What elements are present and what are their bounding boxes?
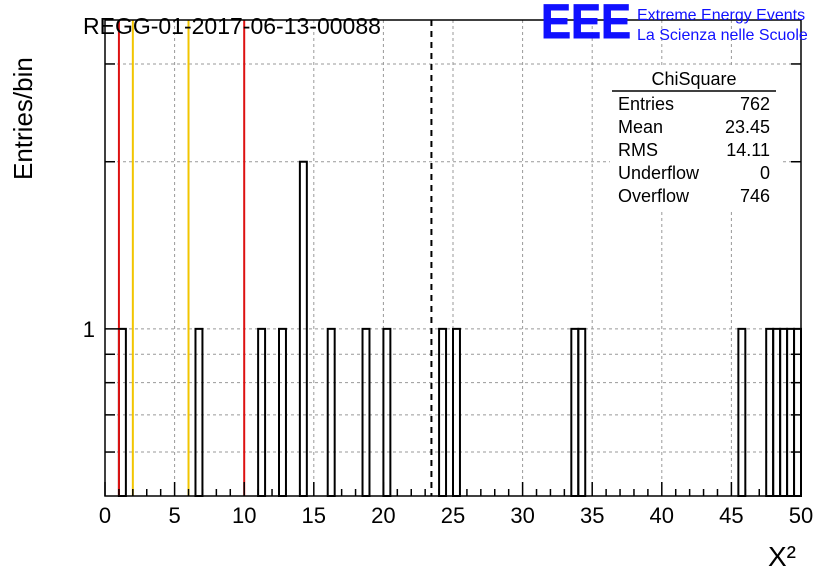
stats-row-value: 0 — [760, 163, 770, 183]
x-tick-label: 0 — [99, 503, 111, 528]
stats-row-value: 14.11 — [726, 140, 770, 160]
run-title: REGG-01-2017-06-13-00088 — [83, 13, 381, 39]
reference-lines — [117, 20, 433, 496]
y-tick-label: 1 — [83, 317, 95, 342]
logo-line-2: La Scienza nelle Scuole — [637, 27, 808, 44]
stats-row-label: Underflow — [618, 163, 700, 183]
stats-row-label: Entries — [618, 94, 674, 114]
logo-line-1: Extreme Energy Events — [637, 7, 805, 24]
x-tick-label: 25 — [441, 503, 465, 528]
x-tick-label: 40 — [650, 503, 674, 528]
x-tick-label: 10 — [232, 503, 256, 528]
x-tick-label: 30 — [510, 503, 534, 528]
x-tick-label: 50 — [789, 503, 813, 528]
stats-row-label: Mean — [618, 117, 663, 137]
eee-logo-icon: EEE — [541, 0, 631, 49]
stats-title: ChiSquare — [651, 69, 736, 89]
x-tick-label: 15 — [302, 503, 326, 528]
x-axis-label: X² — [768, 541, 796, 572]
stats-box: ChiSquare Entries 762 Mean 23.45 RMS 14.11 Und… — [610, 66, 780, 212]
stats-row-value: 746 — [740, 186, 770, 206]
stats-row-value: 23.45 — [725, 117, 770, 137]
x-tick-label: 20 — [371, 503, 395, 528]
x-tick-label: 35 — [580, 503, 604, 528]
x-axis-ticks: 0 5 10 15 20 25 30 35 40 45 50 — [99, 482, 813, 528]
stats-row-label: RMS — [618, 140, 658, 160]
stats-row-value: 762 — [740, 94, 770, 114]
x-tick-label: 5 — [168, 503, 180, 528]
y-axis-label: Entries/bin — [8, 57, 38, 180]
y-axis-ticks: 1 — [83, 63, 801, 453]
stats-row-label: Overflow — [618, 186, 690, 206]
x-tick-label: 45 — [719, 503, 743, 528]
